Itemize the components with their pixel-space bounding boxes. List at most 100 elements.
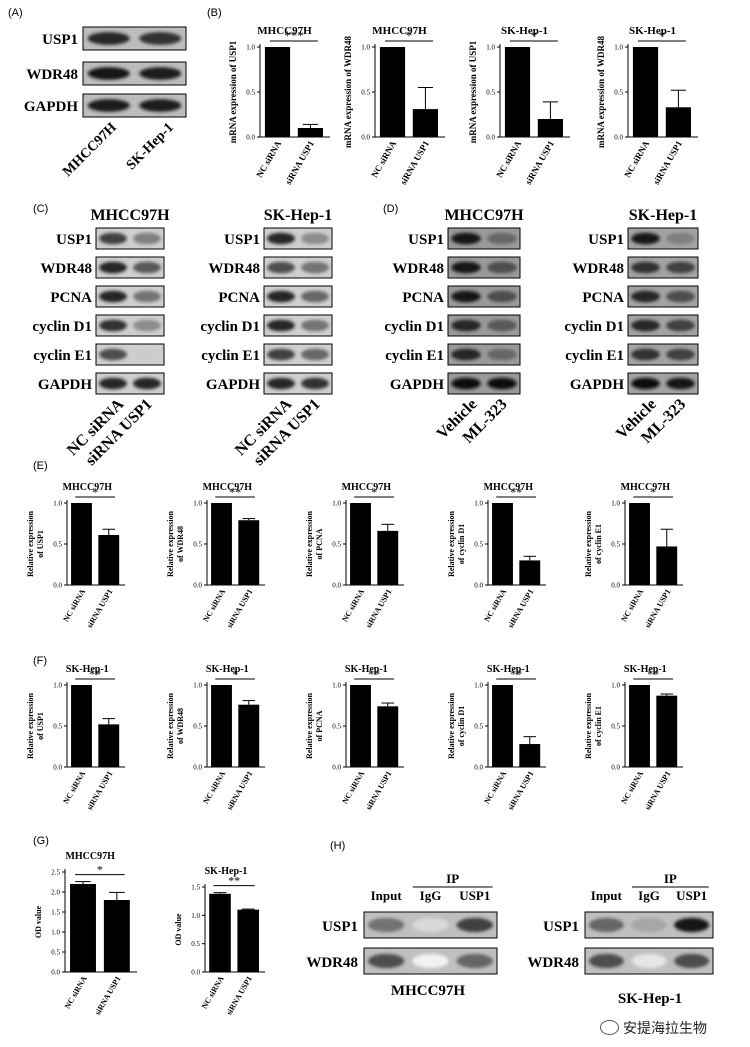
lane-label: Input: [371, 888, 403, 903]
band-label: GAPDH: [24, 99, 78, 115]
chart-title: MHCC97H: [484, 482, 534, 493]
band: [267, 290, 295, 303]
band: [666, 377, 695, 390]
band: [139, 67, 182, 80]
band: [87, 32, 130, 45]
y-axis-label: of USP1: [36, 712, 45, 740]
bar-nc-sirna: [209, 893, 231, 972]
category-label: NC siRNA: [619, 769, 645, 805]
y-tick-label: 2.0: [51, 889, 60, 897]
chart-title: MHCC97H: [65, 851, 115, 862]
y-axis-label: Relative expression: [26, 693, 35, 759]
y-tick-label: 0.5: [53, 541, 62, 549]
band: [99, 348, 127, 361]
significance-stars: **: [228, 874, 240, 888]
band: [631, 319, 660, 332]
y-tick-label: 0.5: [53, 723, 62, 731]
bar-treatment: [412, 109, 438, 137]
blot-panel-h: IP Input IgG USP1 USP1 WDR48 MHCC97H IP Input IgG…: [306, 871, 714, 1007]
band: [487, 348, 517, 361]
significance-stars: *: [406, 28, 413, 43]
band-label: cyclin D1: [200, 319, 260, 335]
lane-label: SK-Hep-1: [124, 120, 177, 173]
y-tick-label: 0.0: [51, 969, 60, 977]
y-axis-label: of PCNA: [315, 528, 324, 559]
band: [588, 917, 624, 933]
y-axis-label: Relative expression: [305, 511, 314, 577]
chart-title: SK-Hep-1: [624, 664, 667, 675]
category-label: NC siRNA: [482, 769, 508, 805]
chart-title: SK-Hep-1: [501, 25, 548, 37]
panel-label-f: (F): [33, 655, 48, 667]
band-label: WDR48: [392, 261, 444, 277]
significance-stars: *: [531, 28, 538, 43]
category-label: NC siRNA: [61, 769, 87, 805]
category-label: NC siRNA: [622, 139, 651, 180]
category-label: NC siRNA: [482, 587, 508, 623]
category-label: NC siRNA: [201, 769, 227, 805]
panel-label-e: (E): [33, 460, 48, 472]
significance-stars: **: [510, 485, 522, 499]
lane-label: IgG: [420, 888, 442, 903]
band-label: USP1: [408, 232, 444, 248]
chart-B4: 0.0 0.5 1.0 NC siRNA siRNA USP1 *SK-Hep-1 mRNA…: [596, 25, 698, 186]
y-axis-label: of cyclin D1: [457, 706, 466, 746]
y-axis-label: mRNA expression of USP1: [468, 40, 478, 143]
band-label: cyclin E1: [565, 348, 624, 364]
category-label: NC siRNA: [494, 139, 523, 180]
category-label: NC siRNA: [63, 974, 89, 1010]
band: [487, 377, 517, 390]
y-axis-label: of WDR48: [176, 526, 185, 562]
y-tick-label: 1.0: [474, 500, 483, 508]
y-axis-label: OD value: [174, 913, 183, 946]
bar-nc-sirna: [71, 503, 92, 585]
y-tick-label: 0.0: [246, 134, 255, 142]
y-tick-label: 0.0: [332, 582, 341, 590]
bar-treatment: [98, 724, 120, 767]
y-axis-label: mRNA expression of WDR48: [343, 36, 353, 148]
panel-label-h: (H): [330, 840, 346, 852]
y-tick-label: 0.0: [193, 582, 202, 590]
category-label: NC siRNA: [254, 139, 283, 180]
y-tick-label: 1.0: [332, 500, 341, 508]
band-label: cyclin D1: [32, 319, 92, 335]
band-label: PCNA: [50, 290, 92, 306]
band-label: GAPDH: [390, 377, 444, 393]
y-tick-label: 0.0: [614, 134, 623, 142]
wechat-icon: [600, 1020, 619, 1035]
bar-nc-sirna: [629, 685, 650, 767]
band: [99, 232, 127, 245]
significance-stars: *: [232, 667, 238, 681]
group-title: SK-Hep-1: [629, 207, 697, 224]
cell-line-label: MHCC97H: [391, 983, 465, 999]
y-tick-label: 0.0: [486, 134, 495, 142]
band-label: PCNA: [582, 290, 624, 306]
category-label: siRNA USP1: [398, 139, 431, 187]
bar-nc-sirna: [264, 47, 291, 137]
band-label: WDR48: [40, 261, 92, 277]
category-label: siRNA USP1: [85, 770, 114, 812]
band: [631, 290, 660, 303]
y-tick-label: 1.0: [361, 44, 370, 52]
lane-label: MHCC97H: [60, 120, 120, 180]
band: [487, 319, 517, 332]
y-axis-label: Relative expression: [447, 693, 456, 759]
y-axis-label: Relative expression: [166, 511, 175, 577]
bar-treatment: [656, 546, 678, 585]
band: [301, 348, 329, 361]
significance-stars: *: [97, 863, 103, 877]
band: [87, 99, 130, 112]
band: [487, 261, 517, 274]
band-label: WDR48: [527, 955, 579, 971]
y-tick-label: 1.5: [191, 884, 200, 892]
band: [139, 32, 182, 45]
band: [412, 917, 449, 933]
band: [666, 319, 695, 332]
y-tick-label: 0.5: [332, 723, 341, 731]
